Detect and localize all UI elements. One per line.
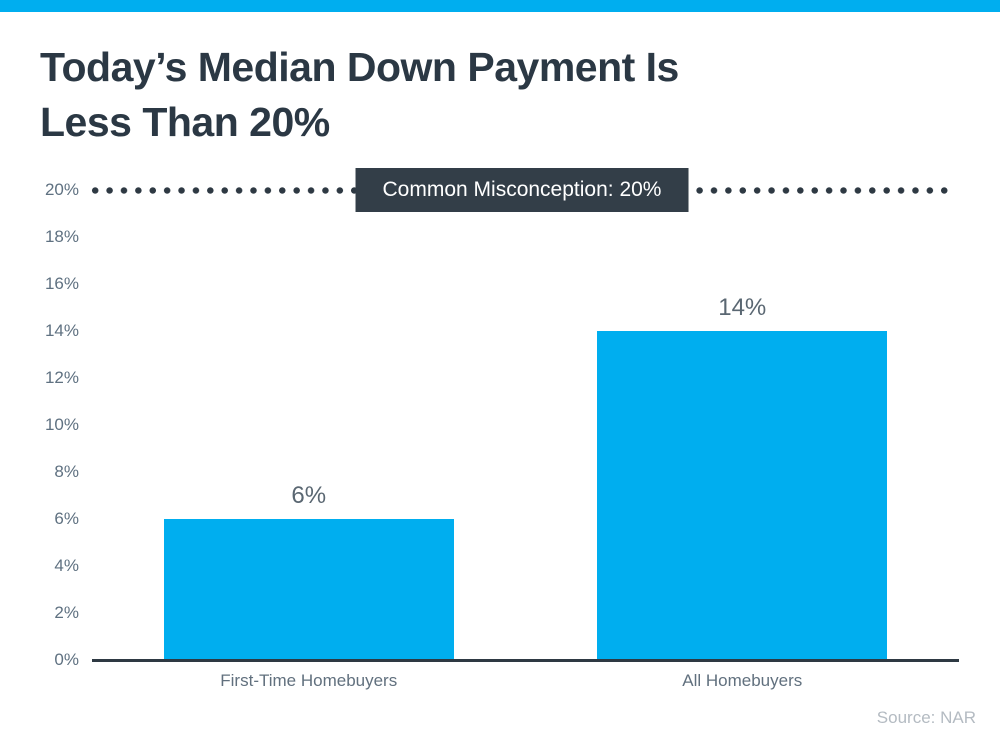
top-accent-bar <box>0 0 1000 12</box>
chart-title-line-2: Less Than 20% <box>40 99 330 145</box>
y-axis-tick-label: 0% <box>54 650 79 669</box>
y-axis-tick-label: 14% <box>44 321 79 340</box>
x-axis-category-label: All Homebuyers <box>682 671 803 690</box>
x-axis-category-label: First-Time Homebuyers <box>220 671 398 690</box>
y-axis-tick-label: 6% <box>54 509 79 528</box>
bar-first-time-homebuyers <box>163 519 454 660</box>
y-axis-tick-label: 4% <box>54 556 79 575</box>
y-axis-tick-label: 18% <box>44 227 79 246</box>
y-axis-tick-label: 10% <box>44 415 79 434</box>
chart-title-line-1: Today’s Median Down Payment Is <box>40 44 679 90</box>
chart-title: Today’s Median Down Payment Is Less Than… <box>40 40 679 150</box>
bar-all-homebuyers <box>597 331 888 660</box>
source-caption: Source: NAR <box>876 708 976 727</box>
bar-value-label: 6% <box>291 482 327 509</box>
x-axis-line <box>92 659 959 662</box>
y-axis-tick-label: 8% <box>54 462 79 481</box>
y-axis-tick-label: 16% <box>44 274 79 293</box>
bar-value-label: 14% <box>718 294 767 321</box>
misconception-badge: Common Misconception: 20% <box>355 168 689 212</box>
y-axis-tick-label: 20% <box>44 180 79 199</box>
y-axis-tick-label: 12% <box>44 368 79 387</box>
y-axis-tick-label: 2% <box>54 603 79 622</box>
